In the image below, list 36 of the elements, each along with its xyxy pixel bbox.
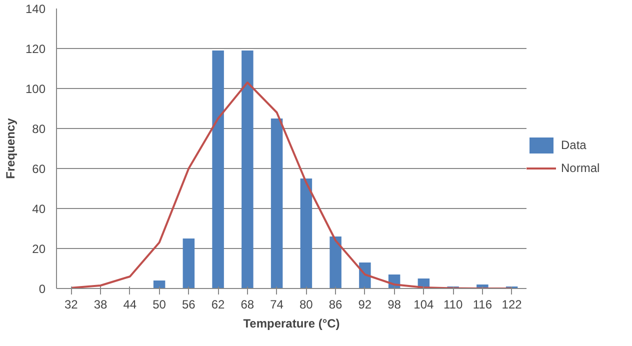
x-tick-label: 122 [502, 298, 522, 312]
x-tick-label: 44 [123, 298, 137, 312]
x-tick-label: 62 [211, 298, 226, 312]
bar [300, 178, 312, 288]
x-tick-label: 74 [270, 298, 284, 312]
line-series [70, 82, 513, 288]
x-tick-label: 110 [443, 298, 463, 312]
x-tick-label: 68 [240, 298, 254, 312]
y-axis-title: Frequency [3, 118, 18, 179]
bar [212, 50, 224, 288]
y-tick-label: 80 [32, 122, 46, 136]
y-tick-label: 120 [25, 42, 46, 56]
bar [182, 238, 195, 288]
y-tick-label: 40 [32, 202, 46, 216]
y-tick-label: 140 [25, 2, 46, 16]
bar [330, 236, 342, 288]
x-tick-label: 92 [358, 298, 372, 312]
y-tick-label: 60 [32, 162, 46, 176]
legend-label: Normal [561, 161, 600, 175]
y-tick-label: 100 [25, 82, 46, 96]
legend-label: Data [561, 138, 586, 152]
x-tick-label: 32 [64, 298, 78, 312]
bar [270, 118, 283, 288]
bar [242, 50, 254, 288]
x-tick-label: 116 [472, 298, 492, 312]
x-tick-label: 98 [388, 298, 402, 312]
x-tick-label: 38 [94, 298, 108, 312]
x-tick-label: 50 [152, 298, 166, 312]
bar [153, 280, 166, 288]
x-tick-label: 104 [414, 298, 434, 312]
y-tick-label: 0 [38, 282, 46, 296]
x-tick-label: 56 [182, 298, 196, 312]
x-axis-title: Temperature (°C) [243, 316, 340, 330]
x-tick-label: 86 [328, 298, 343, 312]
x-tick-label: 80 [300, 298, 314, 312]
y-tick-label: 20 [32, 242, 46, 256]
